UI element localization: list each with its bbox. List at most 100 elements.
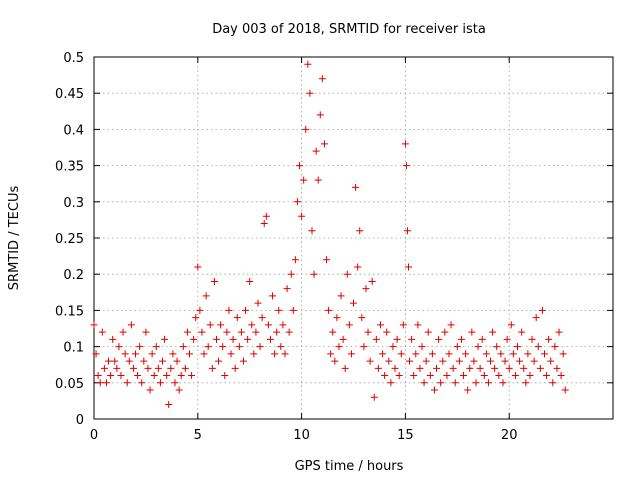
data-point [200, 350, 208, 358]
data-point [555, 328, 563, 336]
y-tick-label: 0.15 [55, 304, 84, 319]
data-point [140, 357, 148, 365]
data-point [489, 328, 497, 336]
data-point [227, 350, 235, 358]
y-tick-label: 0.2 [63, 268, 84, 283]
data-point [221, 372, 229, 380]
data-point [391, 364, 399, 372]
data-point [204, 343, 212, 351]
data-point [528, 335, 536, 343]
data-point [474, 343, 482, 351]
data-point [206, 321, 214, 329]
data-point [302, 125, 310, 133]
data-point [549, 379, 557, 387]
data-point [144, 364, 152, 372]
data-point [447, 321, 455, 329]
x-tick-label: 20 [501, 428, 518, 443]
data-point [520, 364, 528, 372]
data-point [482, 350, 490, 358]
data-point [327, 350, 335, 358]
data-point [412, 350, 420, 358]
data-point [547, 357, 555, 365]
data-point [183, 328, 191, 336]
data-point [258, 314, 266, 322]
data-point [119, 328, 127, 336]
data-point [196, 306, 204, 314]
data-point [385, 357, 393, 365]
data-point [561, 386, 569, 394]
data-point [148, 350, 156, 358]
data-point [210, 277, 218, 285]
data-point [356, 227, 364, 235]
data-point [354, 263, 362, 271]
data-point [424, 328, 432, 336]
data-point [219, 343, 227, 351]
data-point [433, 364, 441, 372]
data-point [511, 372, 519, 380]
data-point [314, 176, 322, 184]
data-point [171, 379, 179, 387]
x-tick-label: 5 [194, 428, 202, 443]
data-point [347, 350, 355, 358]
data-point [111, 357, 119, 365]
data-point [325, 306, 333, 314]
data-point [495, 372, 503, 380]
data-point [397, 350, 405, 358]
data-point [217, 321, 225, 329]
data-point [522, 379, 530, 387]
data-point [109, 335, 117, 343]
data-point [360, 343, 368, 351]
data-point [281, 350, 289, 358]
data-point [100, 364, 108, 372]
data-point [358, 314, 366, 322]
data-point [138, 379, 146, 387]
data-point [524, 350, 532, 358]
data-point [293, 198, 301, 206]
data-point [194, 263, 202, 271]
data-point [503, 335, 511, 343]
data-point [190, 335, 198, 343]
data-point [478, 335, 486, 343]
data-point [441, 328, 449, 336]
data-point [154, 364, 162, 372]
data-point [212, 335, 220, 343]
data-point [399, 321, 407, 329]
data-point [185, 350, 193, 358]
data-point [264, 321, 272, 329]
data-point [225, 306, 233, 314]
data-point [366, 357, 374, 365]
y-tick-label: 0.4 [63, 123, 84, 138]
data-point [283, 285, 291, 293]
grid [94, 57, 613, 419]
data-point [165, 401, 173, 409]
data-point [499, 379, 507, 387]
data-point [266, 335, 274, 343]
data-point [551, 343, 559, 351]
data-point [252, 328, 260, 336]
data-point [374, 364, 382, 372]
data-point [364, 328, 372, 336]
data-point [460, 372, 468, 380]
data-point [435, 335, 443, 343]
data-point [453, 343, 461, 351]
data-point [300, 176, 308, 184]
data-point [487, 357, 495, 365]
data-point [271, 350, 279, 358]
data-point [335, 343, 343, 351]
data-point [229, 335, 237, 343]
data-point [244, 335, 252, 343]
data-point [350, 299, 357, 307]
data-point [383, 328, 391, 336]
data-point [159, 357, 167, 365]
data-point [248, 321, 256, 329]
x-tick-label: 15 [397, 428, 414, 443]
data-point [115, 343, 123, 351]
data-point [125, 357, 133, 365]
data-point [532, 314, 540, 322]
data-point [117, 372, 125, 380]
data-point [179, 343, 187, 351]
data-point [406, 357, 414, 365]
data-point [468, 328, 476, 336]
data-point [426, 372, 434, 380]
